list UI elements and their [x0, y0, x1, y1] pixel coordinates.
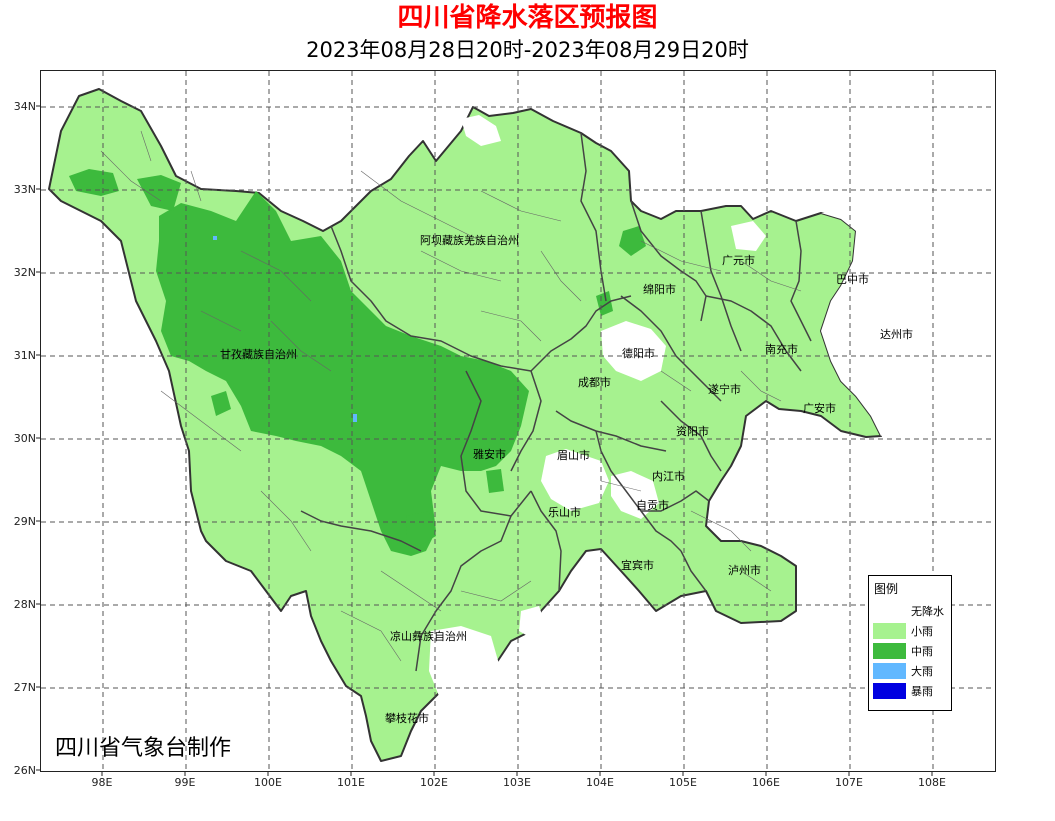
moderate-rain-patch	[619, 226, 646, 256]
no-precipitation-area	[541, 449, 609, 511]
legend-title: 图例	[874, 582, 899, 596]
lon-tick-101e: 101E	[337, 776, 365, 789]
lon-tick-99e: 99E	[174, 776, 196, 789]
no-precipitation-area	[429, 626, 501, 711]
moderate-rain-patch	[69, 169, 119, 196]
city-label-guangyuan: 广元市	[722, 254, 755, 267]
lon-tick-105e: 105E	[669, 776, 697, 789]
legend-item-no-rain: 无降水	[873, 602, 951, 620]
moderate-rain-patch	[486, 469, 504, 493]
legend-label: 小雨	[911, 625, 933, 638]
legend-label: 中雨	[911, 645, 933, 658]
city-label-dazhou: 达州市	[880, 328, 913, 341]
lon-tick-104e: 104E	[586, 776, 614, 789]
lat-tick-28n: 28N	[13, 598, 36, 611]
lat-tick-31n: 31N	[13, 349, 36, 362]
map-title: 四川省降水落区预报图	[397, 3, 658, 33]
lat-tick-27n: 27N	[13, 681, 36, 694]
city-label-mianyang: 绵阳市	[643, 283, 676, 296]
heavy-rain-spot	[213, 236, 217, 240]
legend-item-light-rain: 小雨	[873, 622, 951, 640]
no-precipitation-area	[821, 211, 977, 436]
lat-lon-grid	[41, 71, 995, 771]
lat-tick-33n: 33N	[13, 183, 36, 196]
city-label-yibin: 宜宾市	[621, 559, 654, 572]
moderate-rain-area	[156, 191, 529, 556]
precipitation-map	[41, 71, 995, 771]
lon-tick-102e: 102E	[420, 776, 448, 789]
city-label-suining: 遂宁市	[708, 383, 741, 396]
city-label-ganzi: 甘孜藏族自治州	[220, 348, 297, 361]
legend-item-heavy-rain: 大雨	[873, 662, 951, 680]
legend-box: 图例 无降水 小雨 中雨 大雨 暴雨	[868, 575, 952, 711]
no-precipitation-area	[519, 606, 546, 639]
city-label-zigong: 自贡市	[636, 499, 669, 512]
heavy-rain-spot	[353, 414, 357, 422]
city-label-ziyang: 资阳市	[676, 425, 709, 438]
issuer-credit: 四川省气象台制作	[55, 736, 232, 761]
legend-item-moderate-rain: 中雨	[873, 642, 951, 660]
city-label-deyang: 德阳市	[622, 347, 655, 360]
city-label-liangshan: 凉山彝族自治州	[390, 630, 467, 643]
lon-tick-108e: 108E	[918, 776, 946, 789]
lon-tick-98e: 98E	[91, 776, 113, 789]
county-boundaries	[100, 130, 802, 662]
legend-swatch	[873, 683, 906, 699]
legend-swatch	[873, 643, 906, 659]
legend-label: 暴雨	[911, 685, 933, 698]
moderate-rain-patch	[596, 291, 613, 316]
lat-tick-32n: 32N	[13, 266, 36, 279]
lat-tick-26n: 26N	[13, 764, 36, 777]
lon-tick-106e: 106E	[752, 776, 780, 789]
forecast-period: 2023年08月28日20时-2023年08月29日20时	[306, 38, 749, 62]
lat-tick-29n: 29N	[13, 515, 36, 528]
city-label-guangan: 广安市	[803, 402, 836, 415]
moderate-rain-patch	[211, 391, 231, 416]
legend-swatch	[873, 623, 906, 639]
city-label-neijiang: 内江市	[652, 470, 685, 483]
no-precipitation-area	[601, 321, 666, 381]
lon-tick-100e: 100E	[254, 776, 282, 789]
city-label-yaan: 雅安市	[473, 448, 506, 461]
city-label-nanchong: 南充市	[765, 343, 798, 356]
city-label-bazhong: 巴中市	[836, 273, 869, 286]
city-label-aba: 阿坝藏族羌族自治州	[420, 234, 519, 247]
map-frame	[40, 70, 996, 772]
no-precipitation-area	[731, 221, 766, 251]
city-label-chengdu: 成都市	[578, 376, 611, 389]
legend-swatch	[873, 603, 906, 619]
lon-tick-107e: 107E	[835, 776, 863, 789]
legend-item-rainstorm: 暴雨	[873, 682, 951, 700]
no-precipitation-area	[461, 115, 501, 146]
legend-swatch	[873, 663, 906, 679]
no-precipitation-area	[611, 471, 659, 519]
moderate-rain-patch	[406, 511, 436, 546]
lat-tick-34n: 34N	[13, 100, 36, 113]
legend-label: 大雨	[911, 665, 933, 678]
city-label-luzhou: 泸州市	[728, 564, 761, 577]
lat-tick-30n: 30N	[13, 432, 36, 445]
lon-tick-103e: 103E	[503, 776, 531, 789]
city-label-meishan: 眉山市	[557, 449, 590, 462]
city-label-panzhihua: 攀枝花市	[385, 712, 429, 725]
city-label-leshan: 乐山市	[548, 506, 581, 519]
moderate-rain-patch	[137, 175, 181, 211]
legend-label: 无降水	[911, 605, 944, 618]
